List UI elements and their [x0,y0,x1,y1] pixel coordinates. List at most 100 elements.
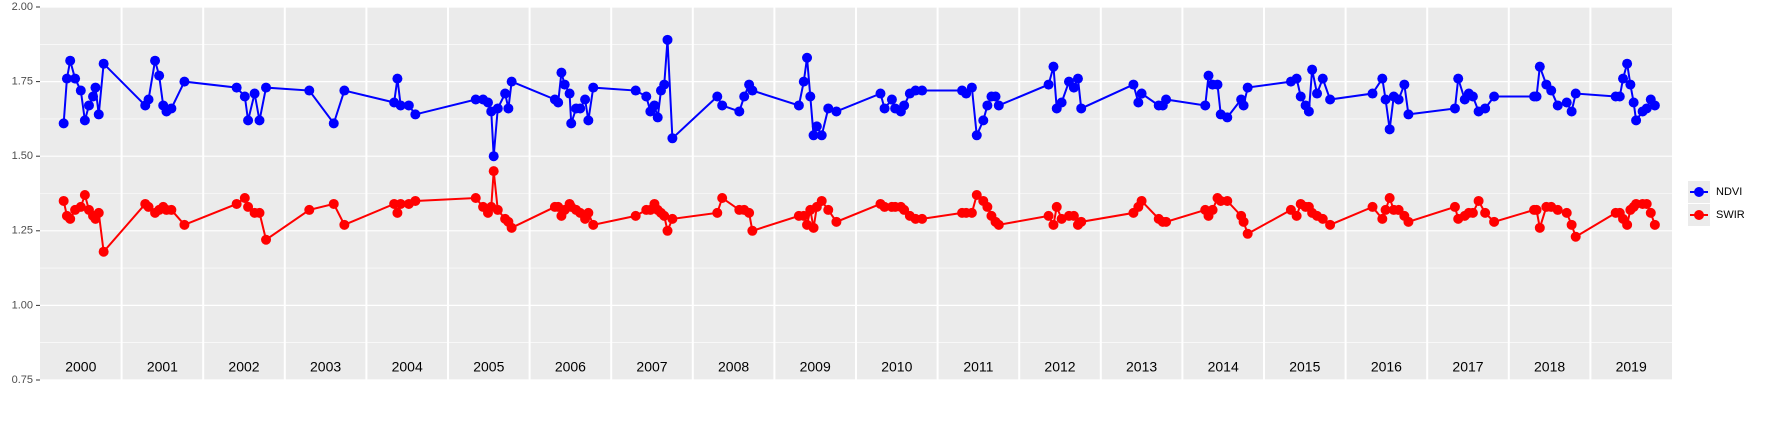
data-point [492,204,503,215]
data-point [1212,79,1223,90]
data-point [1238,100,1249,111]
data-point [712,207,723,218]
data-point [1566,106,1577,117]
data-point [566,118,577,129]
x-tick-label: 2011 [963,359,993,375]
data-point [1570,88,1581,99]
data-point [1622,58,1633,69]
data-point [166,103,177,114]
data-point [1467,91,1478,102]
data-point [802,52,813,63]
data-point [879,201,890,212]
data-point [1449,103,1460,114]
data-point [553,97,564,108]
data-point [1068,210,1079,221]
data-point [61,73,72,84]
data-point [261,82,272,93]
x-tick-label: 2012 [1044,359,1075,375]
data-point [1480,103,1491,114]
data-point [1377,213,1388,224]
data-point [793,100,804,111]
data-point [1393,94,1404,105]
data-point [1618,73,1629,84]
data-point [503,103,514,114]
data-point [150,55,161,66]
data-point [588,219,599,230]
data-point [630,85,641,96]
data-point [1566,219,1577,230]
data-point [1367,201,1378,212]
x-tick-label: 2016 [1371,359,1402,375]
data-point [1325,219,1336,230]
data-point [1377,73,1388,84]
data-point [1295,91,1306,102]
data-point [1380,204,1391,215]
data-point [662,34,673,45]
data-point [488,166,499,177]
data-point [395,100,406,111]
x-tick-label: 2005 [473,359,504,375]
data-point [1403,216,1414,227]
data-point [1467,207,1478,218]
data-point [1489,91,1500,102]
data-point [1161,94,1172,105]
x-tick-label: 2019 [1616,359,1647,375]
data-point [239,91,250,102]
data-point [1043,79,1054,90]
data-point [304,85,315,96]
legend-key-point [1694,210,1704,220]
data-point [58,118,69,129]
data-point [395,198,406,209]
data-point [1384,124,1395,135]
data-point [328,118,339,129]
data-point [816,195,827,206]
legend-label: NDVI [1716,186,1742,198]
legend-label: SWIR [1716,209,1745,221]
data-point [823,103,834,114]
data-point [166,204,177,215]
data-point [83,100,94,111]
data-point [506,222,517,233]
data-point [488,151,499,162]
y-tick-label: 1.50 [12,150,33,162]
data-point [1473,195,1484,206]
data-point [1128,79,1139,90]
data-point [917,213,928,224]
data-point [630,210,641,221]
data-point [1399,79,1410,90]
data-point [1222,112,1233,123]
x-tick-label: 2017 [1452,359,1483,375]
data-point [659,79,670,90]
data-point [1649,100,1660,111]
data-point [1312,88,1323,99]
data-point [747,225,758,236]
data-point [410,195,421,206]
data-point [982,100,993,111]
data-point [1317,73,1328,84]
data-point [899,100,910,111]
data-point [249,88,260,99]
data-point [1367,88,1378,99]
data-point [1449,201,1460,212]
data-point [98,58,109,69]
data-point [808,222,819,233]
data-point [1546,85,1557,96]
data-point [808,130,819,141]
data-point [492,103,503,114]
data-point [717,192,728,203]
x-tick-label: 2002 [228,359,259,375]
x-tick-label: 2009 [800,359,831,375]
data-point [1200,100,1211,111]
data-point [58,195,69,206]
data-point [747,85,758,96]
y-tick-label: 1.25 [12,225,33,237]
data-point [659,210,670,221]
legend-key-point [1694,187,1704,197]
data-point [482,97,493,108]
data-point [831,216,842,227]
data-point [641,91,652,102]
x-tick-label: 2010 [881,359,912,375]
data-point [556,67,567,78]
data-point [717,100,728,111]
data-point [1056,97,1067,108]
